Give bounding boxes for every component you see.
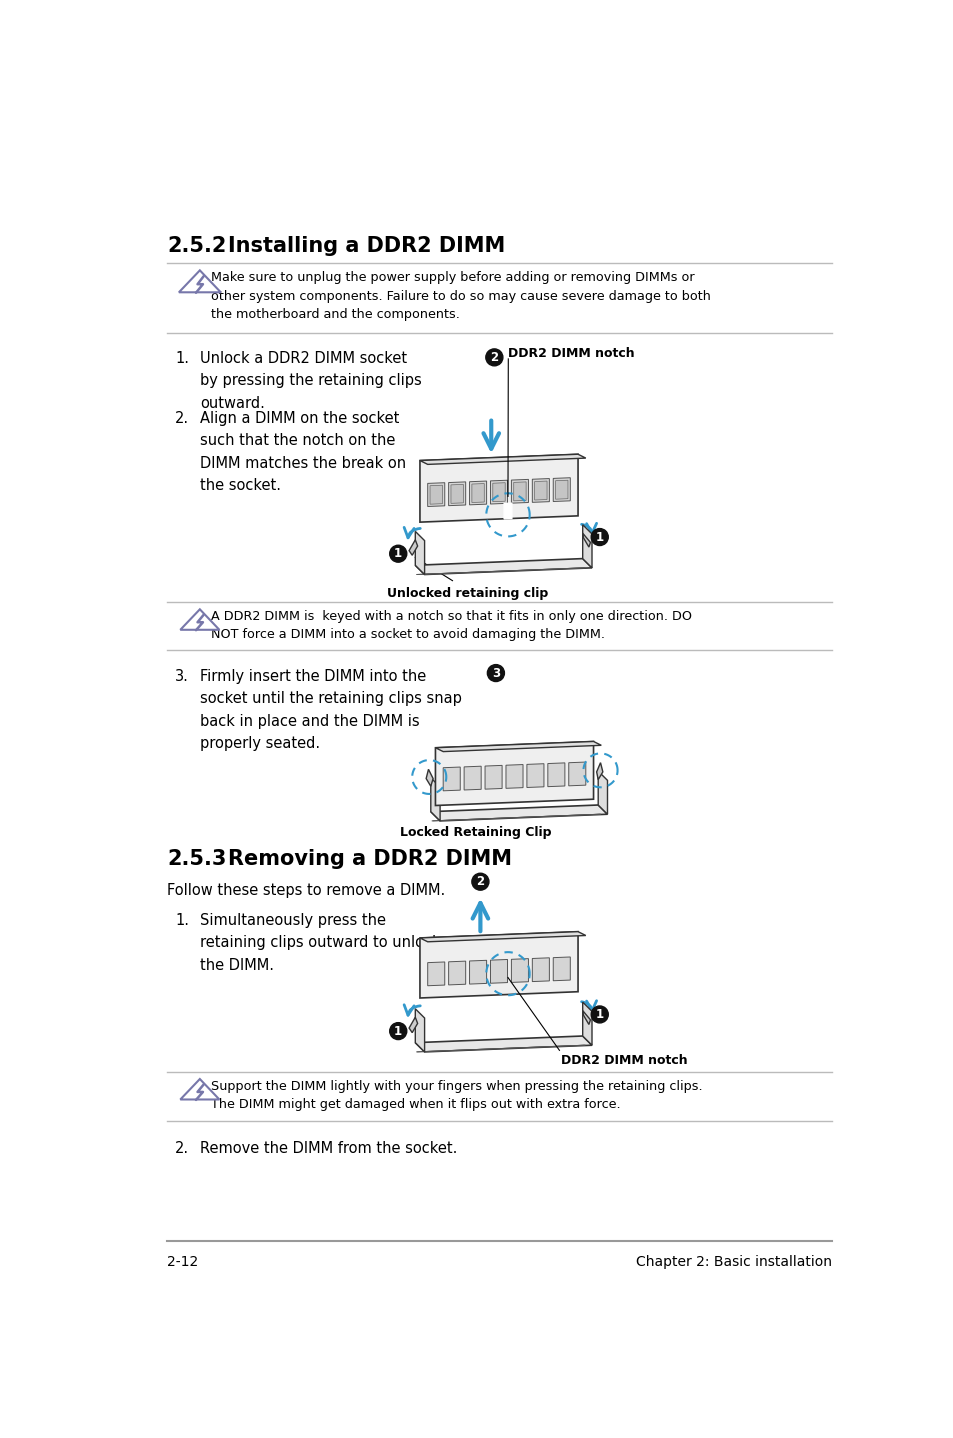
Polygon shape — [553, 477, 570, 502]
Polygon shape — [582, 533, 590, 546]
Text: 1: 1 — [595, 531, 603, 544]
Circle shape — [591, 1007, 608, 1022]
Text: DDR2 DIMM notch: DDR2 DIMM notch — [560, 1054, 687, 1067]
Polygon shape — [511, 479, 528, 503]
Polygon shape — [526, 764, 543, 788]
Polygon shape — [435, 742, 600, 752]
Polygon shape — [448, 961, 465, 985]
Polygon shape — [472, 483, 484, 502]
Polygon shape — [415, 558, 592, 575]
Polygon shape — [464, 766, 480, 789]
Polygon shape — [419, 932, 578, 998]
Text: Unlock a DDR2 DIMM socket
by pressing the retaining clips
outward.: Unlock a DDR2 DIMM socket by pressing th… — [199, 351, 421, 411]
Polygon shape — [490, 959, 507, 984]
Polygon shape — [448, 482, 465, 506]
Text: 2.: 2. — [174, 411, 189, 426]
Text: 1.: 1. — [174, 913, 189, 929]
Polygon shape — [505, 765, 522, 788]
Text: Align a DIMM on the socket
such that the notch on the
DIMM matches the break on
: Align a DIMM on the socket such that the… — [199, 411, 406, 493]
Circle shape — [390, 1022, 406, 1040]
Polygon shape — [582, 1002, 592, 1045]
Polygon shape — [419, 932, 585, 942]
Text: Unlocked retaining clip: Unlocked retaining clip — [387, 587, 548, 600]
Polygon shape — [430, 485, 442, 505]
Text: 2.5.3: 2.5.3 — [167, 848, 227, 869]
Polygon shape — [553, 956, 570, 981]
Text: Remove the DIMM from the socket.: Remove the DIMM from the socket. — [199, 1142, 456, 1156]
Text: DDR2 DIMM notch: DDR2 DIMM notch — [508, 347, 635, 360]
Polygon shape — [415, 1035, 592, 1053]
Polygon shape — [415, 532, 424, 575]
Polygon shape — [409, 1017, 417, 1032]
Text: Make sure to unplug the power supply before adding or removing DIMMs or
other sy: Make sure to unplug the power supply bef… — [211, 272, 710, 321]
Text: A DDR2 DIMM is  keyed with a notch so that it fits in only one direction. DO
NOT: A DDR2 DIMM is keyed with a notch so tha… — [211, 610, 691, 641]
Polygon shape — [493, 483, 505, 502]
Polygon shape — [469, 961, 486, 984]
Polygon shape — [451, 485, 463, 503]
Text: 1.: 1. — [174, 351, 189, 367]
Text: 2.5.2: 2.5.2 — [167, 236, 227, 256]
Text: Installing a DDR2 DIMM: Installing a DDR2 DIMM — [228, 236, 504, 256]
Text: 2.: 2. — [174, 1142, 189, 1156]
Text: Removing a DDR2 DIMM: Removing a DDR2 DIMM — [228, 848, 511, 869]
Polygon shape — [427, 483, 444, 506]
Polygon shape — [503, 503, 512, 519]
Polygon shape — [469, 482, 486, 505]
Text: 1: 1 — [595, 1008, 603, 1021]
Text: Chapter 2: Basic installation: Chapter 2: Basic installation — [636, 1255, 831, 1270]
Circle shape — [390, 545, 406, 562]
Circle shape — [472, 873, 488, 890]
Polygon shape — [532, 479, 549, 502]
Polygon shape — [547, 764, 564, 787]
Circle shape — [485, 349, 502, 365]
Polygon shape — [415, 1009, 424, 1053]
Polygon shape — [431, 778, 439, 821]
Text: Support the DIMM lightly with your fingers when pressing the retaining clips.
Th: Support the DIMM lightly with your finge… — [211, 1080, 701, 1112]
Text: Simultaneously press the
retaining clips outward to unlock
the DIMM.: Simultaneously press the retaining clips… — [199, 913, 440, 972]
Text: 2: 2 — [490, 351, 497, 364]
Text: 3: 3 — [492, 667, 499, 680]
Polygon shape — [435, 742, 593, 805]
Polygon shape — [426, 769, 433, 787]
Polygon shape — [419, 454, 585, 464]
Text: Locked Retaining Clip: Locked Retaining Clip — [399, 825, 551, 838]
Polygon shape — [555, 480, 567, 499]
Text: Firmly insert the DIMM into the
socket until the retaining clips snap
back in pl: Firmly insert the DIMM into the socket u… — [199, 669, 461, 751]
Polygon shape — [419, 454, 578, 522]
Text: 1: 1 — [394, 548, 402, 561]
Polygon shape — [490, 480, 507, 503]
Polygon shape — [596, 762, 602, 779]
Text: 3.: 3. — [174, 669, 189, 684]
Polygon shape — [511, 959, 528, 982]
Text: Follow these steps to remove a DIMM.: Follow these steps to remove a DIMM. — [167, 883, 445, 897]
Text: 2-12: 2-12 — [167, 1255, 198, 1270]
Polygon shape — [431, 805, 607, 821]
Polygon shape — [598, 771, 607, 814]
Text: 1: 1 — [394, 1025, 402, 1038]
Polygon shape — [513, 482, 525, 500]
Polygon shape — [568, 762, 585, 785]
Polygon shape — [409, 539, 417, 555]
Polygon shape — [534, 482, 546, 500]
Polygon shape — [582, 525, 592, 568]
Polygon shape — [532, 958, 549, 982]
Polygon shape — [443, 766, 459, 791]
Polygon shape — [427, 962, 444, 985]
Text: 2: 2 — [476, 876, 484, 889]
Circle shape — [591, 529, 608, 545]
Polygon shape — [582, 1011, 590, 1024]
Polygon shape — [484, 765, 501, 789]
Circle shape — [487, 664, 504, 682]
